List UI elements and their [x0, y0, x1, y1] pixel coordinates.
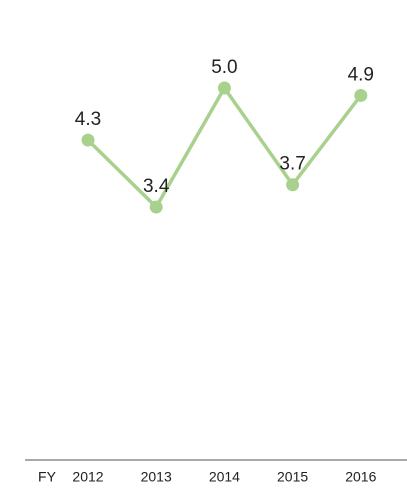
value-label: 3.4 [143, 176, 170, 197]
x-tick-label: 2013 [141, 469, 172, 485]
x-axis-label: FY [38, 469, 57, 485]
marker [217, 81, 231, 95]
x-tick-label: 2014 [209, 469, 240, 485]
value-label: 3.7 [279, 154, 305, 175]
value-label: 5.0 [211, 57, 237, 78]
line [86, 86, 363, 209]
marker [354, 88, 368, 102]
value-label: 4.3 [75, 109, 101, 130]
x-tick-label: 2016 [345, 469, 376, 485]
marker [149, 200, 163, 214]
value-label: 4.9 [348, 64, 374, 85]
marker [286, 178, 300, 192]
x-tick-label: 2012 [72, 469, 103, 485]
x-tick-label: 2015 [277, 469, 308, 485]
marker [81, 133, 95, 147]
